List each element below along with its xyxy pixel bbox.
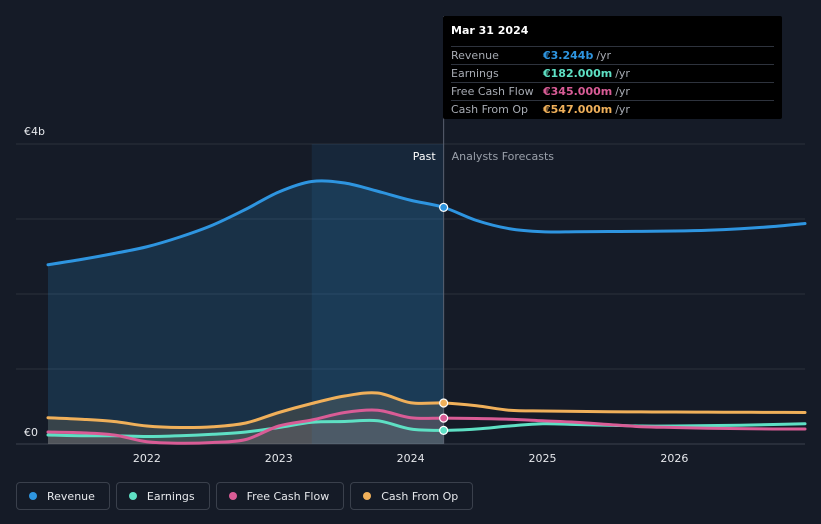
revenue-line xyxy=(46,179,807,267)
legend-item-revenue[interactable]: Revenue xyxy=(16,482,110,510)
legend-dot-icon xyxy=(128,492,137,500)
x-tick-label: 2026 xyxy=(660,452,688,465)
tooltip-row-name: Free Cash Flow xyxy=(451,85,534,98)
legend-dot-icon xyxy=(363,492,372,500)
x-tick-label: 2024 xyxy=(397,452,425,465)
legend: Revenue Earnings Free Cash Flow Cash From O… xyxy=(16,482,474,510)
earnings-line xyxy=(46,418,807,439)
free-cash-flow-point xyxy=(439,413,449,423)
tooltip-row: Revenue €3.244b/yr xyxy=(451,46,774,64)
grid-lines xyxy=(16,143,805,445)
tooltip-row: Earnings €182.000m/yr xyxy=(451,64,774,82)
tooltip-row-value: €547.000m xyxy=(543,103,613,116)
x-axis-ticks: 2022 2023 2024 2025 2026 xyxy=(133,452,689,465)
x-tick-label: 2022 xyxy=(133,452,161,465)
cash-from-op-point xyxy=(439,398,449,408)
legend-label: Earnings xyxy=(146,489,195,503)
tooltip-row-name: Revenue xyxy=(451,49,499,62)
highlight-points xyxy=(439,202,449,435)
revenue-area xyxy=(48,180,444,444)
tooltip-date: Mar 31 2024 xyxy=(451,24,529,37)
tooltip-row-unit: /yr xyxy=(615,103,630,116)
x-tick-label: 2023 xyxy=(265,452,293,465)
tooltip-row-value: €345.000m xyxy=(543,85,613,98)
legend-label: Free Cash Flow xyxy=(246,489,330,503)
tooltip-row-value: €3.244b xyxy=(543,49,594,62)
legend-item-cash-from-op[interactable]: Cash From Op xyxy=(350,482,474,510)
y-axis-max-label: €4b xyxy=(24,125,45,138)
legend-label: Revenue xyxy=(47,489,95,503)
tooltip-row-value: €182.000m xyxy=(543,67,613,80)
free-cash-flow-line xyxy=(46,408,807,445)
legend-item-earnings[interactable]: Earnings xyxy=(115,482,210,510)
tooltip-row-name: Earnings xyxy=(451,67,499,80)
tooltip-row-unit: /yr xyxy=(615,67,630,80)
tooltip-row-unit: /yr xyxy=(596,49,612,62)
tooltip-row: Cash From Op €547.000m/yr xyxy=(451,100,774,118)
legend-dot-icon xyxy=(29,492,37,500)
tooltip-row: Free Cash Flow €345.000m/yr xyxy=(451,82,774,100)
y-axis-min-label: €0 xyxy=(24,426,38,439)
tooltip-row-name: Cash From Op xyxy=(451,103,529,116)
x-tick-label: 2025 xyxy=(529,452,557,465)
cash-from-op-area xyxy=(48,392,444,444)
legend-dot-icon xyxy=(228,492,237,500)
earnings-point xyxy=(439,425,449,435)
tooltip-row-unit: /yr xyxy=(615,85,630,98)
legend-label: Cash From Op xyxy=(381,489,459,503)
free-cash-flow-area xyxy=(48,409,444,444)
cash-from-op-line xyxy=(46,391,807,430)
tooltip: Mar 31 2024 Revenue €3.244b/yr Earnings €18… xyxy=(443,16,782,119)
legend-item-free-cash-flow[interactable]: Free Cash Flow xyxy=(215,482,345,510)
forecast-label: Analysts Forecasts xyxy=(452,150,555,163)
revenue-point xyxy=(439,202,449,212)
past-label: Past xyxy=(413,150,437,163)
series-lines xyxy=(46,179,807,445)
